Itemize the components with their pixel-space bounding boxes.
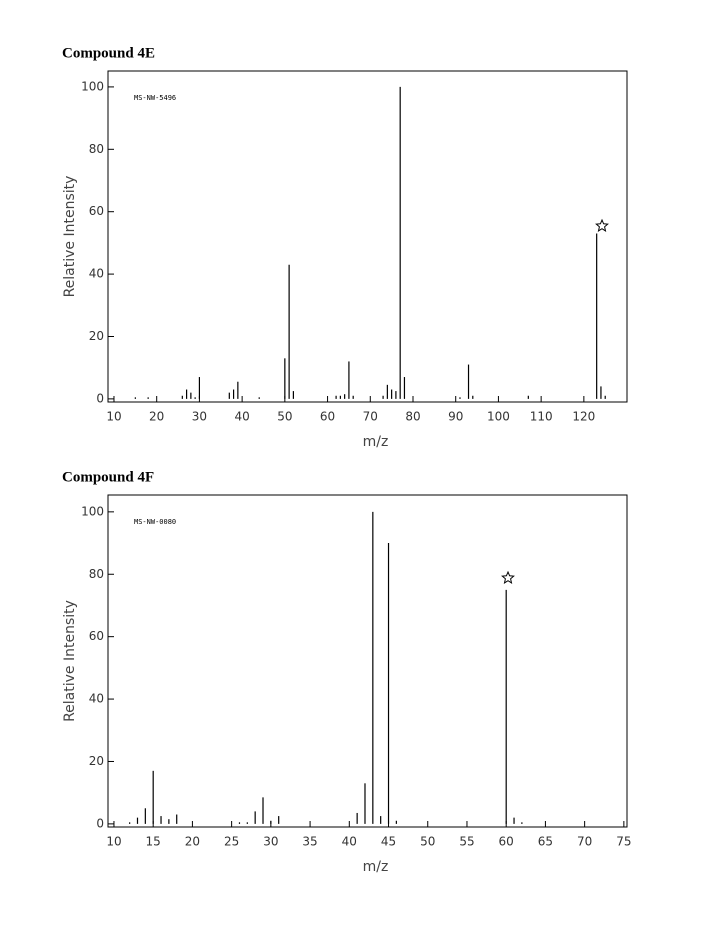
x-axis-label: m/z bbox=[363, 859, 389, 875]
x-tick-label: 10 bbox=[106, 410, 121, 424]
x-tick-label: 55 bbox=[459, 835, 474, 849]
x-tick-label: 80 bbox=[405, 410, 420, 424]
x-tick-label: 20 bbox=[149, 410, 164, 424]
x-tick-label: 70 bbox=[577, 835, 592, 849]
x-tick-label: 40 bbox=[234, 410, 249, 424]
x-tick-label: 25 bbox=[224, 835, 239, 849]
x-axis-label: m/z bbox=[363, 434, 389, 450]
x-tick-label: 100 bbox=[487, 410, 510, 424]
y-tick-label: 80 bbox=[89, 567, 104, 581]
x-tick-label: 60 bbox=[320, 410, 335, 424]
annotation: MS-NW-5496 bbox=[134, 94, 176, 102]
x-tick-label: 65 bbox=[538, 835, 553, 849]
y-tick-label: 20 bbox=[89, 754, 104, 768]
x-tick-label: 20 bbox=[185, 835, 200, 849]
x-tick-label: 40 bbox=[342, 835, 357, 849]
y-tick-label: 60 bbox=[89, 204, 104, 218]
molecular-ion-star bbox=[501, 570, 515, 584]
x-tick-label: 30 bbox=[263, 835, 278, 849]
x-tick-label: 75 bbox=[616, 835, 631, 849]
annotation: MS-NW-0080 bbox=[134, 518, 176, 526]
y-tick-label: 100 bbox=[81, 504, 104, 518]
x-tick-label: 10 bbox=[106, 835, 121, 849]
x-tick-label: 70 bbox=[363, 410, 378, 424]
y-tick-label: 0 bbox=[96, 816, 104, 830]
x-tick-label: 30 bbox=[192, 410, 207, 424]
y-tick-label: 60 bbox=[89, 629, 104, 643]
y-axis-label: Relative Intensity bbox=[62, 176, 78, 298]
x-tick-label: 110 bbox=[530, 410, 553, 424]
x-tick-label: 45 bbox=[381, 835, 396, 849]
y-tick-label: 80 bbox=[89, 142, 104, 156]
y-tick-label: 20 bbox=[89, 329, 104, 343]
plot-frame bbox=[107, 494, 628, 828]
x-tick-label: 15 bbox=[146, 835, 161, 849]
y-axis-label: Relative Intensity bbox=[62, 600, 78, 722]
x-tick-label: 120 bbox=[572, 410, 595, 424]
x-tick-label: 50 bbox=[277, 410, 292, 424]
x-tick-label: 50 bbox=[420, 835, 435, 849]
y-tick-label: 40 bbox=[89, 267, 104, 281]
x-tick-label: 90 bbox=[448, 410, 463, 424]
x-tick-label: 35 bbox=[302, 835, 317, 849]
chart-title: Compound 4E bbox=[62, 45, 155, 61]
y-tick-label: 100 bbox=[81, 79, 104, 93]
x-tick-label: 60 bbox=[499, 835, 514, 849]
molecular-ion-star bbox=[595, 218, 609, 232]
chart-title: Compound 4F bbox=[62, 469, 154, 485]
plot-frame bbox=[107, 70, 628, 403]
y-tick-label: 40 bbox=[89, 692, 104, 706]
y-tick-label: 0 bbox=[96, 391, 104, 405]
